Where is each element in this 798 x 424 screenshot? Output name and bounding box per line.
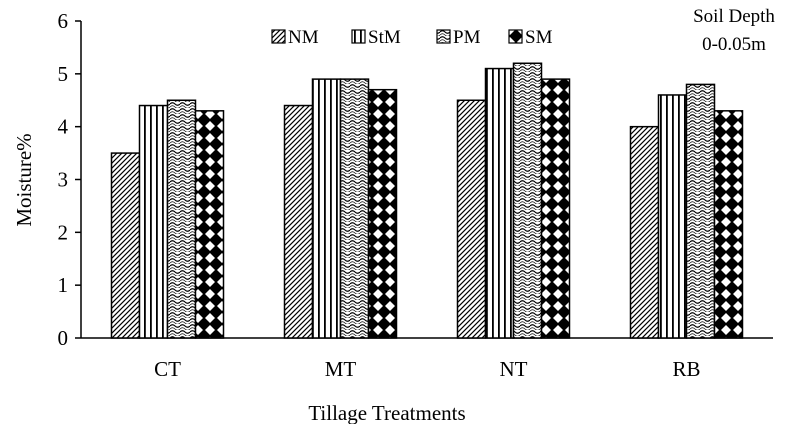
bar-nm-rb <box>629 125 660 339</box>
bar-sm-ct <box>194 110 225 339</box>
bar-stm-nt <box>484 67 515 339</box>
bar-sm-nt <box>540 78 571 339</box>
legend-label-pm: PM <box>453 27 481 48</box>
bar-sm-mt <box>367 88 398 339</box>
legend-swatch-pm <box>436 29 451 44</box>
y-tick-label: 4 <box>58 115 69 139</box>
x-axis-title: Tillage Treatments <box>308 401 465 424</box>
legend: NM StM PM SM <box>271 27 553 48</box>
bar-stm-rb <box>657 94 688 339</box>
bar-nm-mt <box>283 104 314 339</box>
bar-stm-ct <box>138 104 169 339</box>
x-tick-label: RB <box>672 357 700 381</box>
legend-label-nm: NM <box>288 27 319 48</box>
soil-depth-range: 0-0.05m <box>702 34 766 55</box>
bar-sm-rb <box>713 110 744 339</box>
bar-stm-mt <box>311 78 342 339</box>
bar-pm-mt <box>339 78 370 339</box>
bars <box>110 62 744 339</box>
legend-swatch-nm <box>271 29 286 44</box>
bar-nm-nt <box>456 99 487 339</box>
bar-nm-ct <box>110 152 141 339</box>
y-ticks: 0 1 2 3 4 5 6 <box>58 9 81 350</box>
bar-pm-nt <box>512 62 543 339</box>
x-tick-label: CT <box>154 357 181 381</box>
y-tick-label: 5 <box>58 62 69 86</box>
legend-swatch-stm <box>351 29 366 44</box>
x-tick-label: MT <box>325 357 357 381</box>
x-ticks: CT MT NT RB <box>154 357 700 381</box>
x-tick-label: NT <box>500 357 528 381</box>
bar-pm-ct <box>166 99 197 339</box>
y-tick-label: 3 <box>58 168 69 192</box>
y-tick-label: 1 <box>58 273 69 297</box>
legend-swatch-sm <box>508 29 523 44</box>
bar-pm-rb <box>685 83 716 339</box>
y-tick-label: 0 <box>58 326 69 350</box>
y-tick-label: 6 <box>58 9 69 33</box>
y-tick-label: 2 <box>58 220 69 244</box>
legend-label-stm: StM <box>368 27 401 48</box>
legend-label-sm: SM <box>525 27 553 48</box>
y-axis-title: Moisture% <box>12 133 36 226</box>
soil-depth-label: Soil Depth <box>693 6 775 27</box>
